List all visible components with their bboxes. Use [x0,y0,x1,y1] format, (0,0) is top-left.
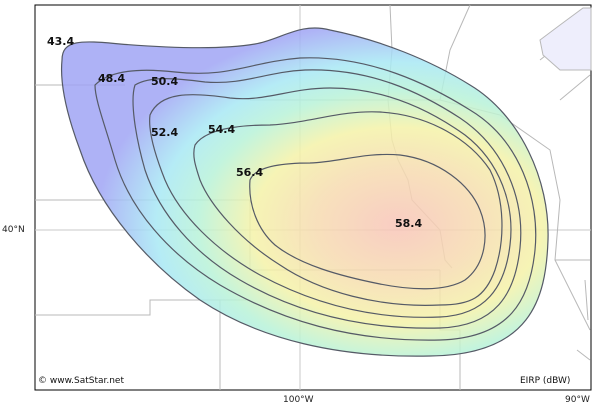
border-mississippi [499,114,591,331]
copyright-text: © www.SatStar.net [38,376,124,386]
contour-label-56-4: 56.4 [236,166,264,179]
contour-50-4 [132,69,522,329]
longitude-label-100w: 100°W [283,395,314,405]
contour-label-50-4: 50.4 [151,75,179,88]
lake-michigan-shape [539,7,592,71]
contour-label-54-4: 54.4 [208,123,236,136]
contour-label-43-4: 43.4 [47,35,75,48]
contour-label-52-4: 52.4 [151,126,179,139]
contour-43-4 [61,27,549,357]
contour-label-48-4: 48.4 [98,72,126,85]
contour-label-58-4: 58.4 [395,217,423,230]
contour-52-4 [149,87,512,318]
contour-56-4 [249,153,486,290]
longitude-label-90w: 90°W [565,395,590,405]
latitude-label-40n: 40°N [2,225,25,235]
contour-lines [94,57,537,341]
contour-54-4 [193,111,503,306]
contour-48-4 [94,57,537,341]
unit-label: EIRP (dBW) [520,376,571,386]
